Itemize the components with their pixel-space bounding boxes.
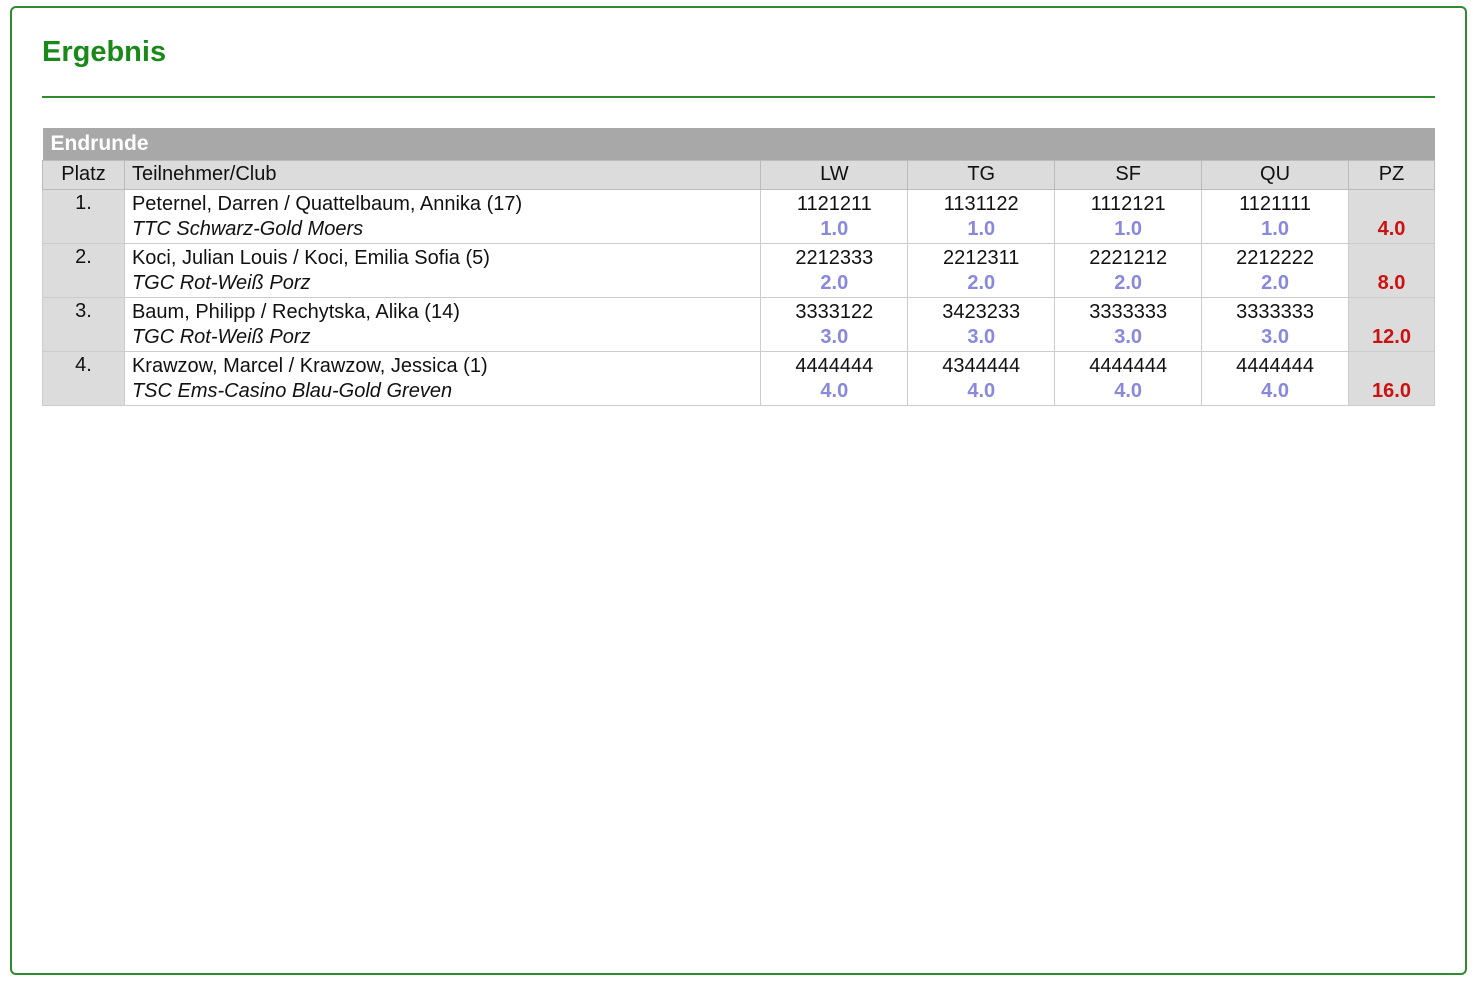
dance-score: 4344444 4.0	[907, 350, 1056, 406]
dance-place: 2.0	[967, 271, 996, 294]
dance-place: 1.0	[820, 217, 849, 240]
col-sf: SF	[1054, 159, 1203, 190]
dance-score: 3333333 3.0	[1201, 296, 1349, 352]
judge-marks: 1121211	[796, 192, 872, 215]
dance-place: 1.0	[1114, 217, 1143, 240]
participant: Baum, Philipp / Rechytska, Alika (14) TGC…	[123, 296, 762, 352]
judge-marks: 2212333	[795, 246, 874, 269]
judge-marks: 3333333	[1089, 300, 1168, 323]
dance-place: 4.0	[820, 379, 849, 402]
total-points: 16.0	[1348, 350, 1435, 406]
participant: Krawzow, Marcel / Krawzow, Jessica (1) TS…	[123, 350, 762, 406]
dance-score: 2212333 2.0	[760, 242, 909, 298]
dance-place: 4.0	[1261, 379, 1289, 402]
col-platz: Platz	[42, 159, 125, 190]
participant: Peternel, Darren / Quattelbaum, Annika (…	[123, 188, 762, 244]
dance-score: 3333122 3.0	[760, 296, 909, 352]
col-qu: QU	[1201, 159, 1349, 190]
col-lw: LW	[760, 159, 909, 190]
dance-score: 2212311 2.0	[907, 242, 1056, 298]
judge-marks: 4444444	[1089, 354, 1168, 377]
dance-score: 4444444 4.0	[1054, 350, 1203, 406]
judge-marks: 4444444	[795, 354, 874, 377]
dance-place: 3.0	[1114, 325, 1143, 348]
round-header: Endrunde	[42, 128, 1435, 160]
dance-score: 4444444 4.0	[760, 350, 909, 406]
couple-name: Koci, Julian Louis / Koci, Emilia Sofia …	[131, 246, 490, 269]
club-name: TGC Rot-Weiß Porz	[131, 271, 311, 294]
dance-score: 1121211 1.0	[760, 188, 909, 244]
dance-score: 3423233 3.0	[907, 296, 1056, 352]
place: 4.	[42, 350, 125, 406]
place: 3.	[42, 296, 125, 352]
dance-score: 1131122 1.0	[907, 188, 1056, 244]
dance-score: 1112121 1.0	[1054, 188, 1203, 244]
column-headers: Platz Teilnehmer/Club LW TG SF QU PZ	[42, 159, 1435, 190]
place: 2.	[42, 242, 125, 298]
dance-score: 3333333 3.0	[1054, 296, 1203, 352]
total-points: 4.0	[1348, 188, 1435, 244]
col-pz: PZ	[1348, 159, 1435, 190]
judge-marks: 3333333	[1236, 300, 1314, 323]
couple-name: Peternel, Darren / Quattelbaum, Annika (…	[131, 192, 523, 215]
judge-marks: 4344444	[942, 354, 1021, 377]
dance-place: 2.0	[1114, 271, 1143, 294]
dance-place: 1.0	[1261, 217, 1289, 240]
dance-place: 3.0	[820, 325, 849, 348]
club-name: TGC Rot-Weiß Porz	[131, 325, 311, 348]
dance-place: 2.0	[820, 271, 849, 294]
club-name: TSC Ems-Casino Blau-Gold Greven	[131, 379, 453, 402]
judge-marks: 4444444	[1236, 354, 1314, 377]
dance-place: 3.0	[1261, 325, 1289, 348]
title-divider	[42, 96, 1435, 98]
dance-score: 4444444 4.0	[1201, 350, 1349, 406]
dance-place: 2.0	[1261, 271, 1289, 294]
table-row: 1. Peternel, Darren / Quattelbaum, Annik…	[42, 188, 1435, 244]
col-tg: TG	[907, 159, 1056, 190]
judge-marks: 2221212	[1089, 246, 1168, 269]
judge-marks: 3333122	[795, 300, 874, 323]
club-name: TTC Schwarz-Gold Moers	[131, 217, 364, 240]
dance-score: 2212222 2.0	[1201, 242, 1349, 298]
col-teilnehmer: Teilnehmer/Club	[123, 159, 762, 190]
dance-score: 1121111 1.0	[1201, 188, 1349, 244]
total-points: 12.0	[1348, 296, 1435, 352]
results-table: Endrunde Platz Teilnehmer/Club LW TG SF …	[42, 128, 1435, 406]
total-points: 8.0	[1348, 242, 1435, 298]
table-row: 2. Koci, Julian Louis / Koci, Emilia Sof…	[42, 242, 1435, 298]
participant: Koci, Julian Louis / Koci, Emilia Sofia …	[123, 242, 762, 298]
judge-marks: 3423233	[942, 300, 1021, 323]
judge-marks: 2212222	[1236, 246, 1314, 269]
dance-score: 2221212 2.0	[1054, 242, 1203, 298]
result-panel	[10, 6, 1467, 975]
table-row: 4. Krawzow, Marcel / Krawzow, Jessica (1…	[42, 350, 1435, 406]
dance-place: 3.0	[967, 325, 996, 348]
dance-place: 1.0	[967, 217, 996, 240]
judge-marks: 2212311	[943, 246, 1020, 269]
judge-marks: 1112121	[1090, 192, 1166, 215]
place: 1.	[42, 188, 125, 244]
page-title: Ergebnis	[42, 36, 167, 68]
table-row: 3. Baum, Philipp / Rechytska, Alika (14)…	[42, 296, 1435, 352]
dance-place: 4.0	[1114, 379, 1143, 402]
judge-marks: 1131122	[943, 192, 1019, 215]
couple-name: Baum, Philipp / Rechytska, Alika (14)	[131, 300, 460, 323]
couple-name: Krawzow, Marcel / Krawzow, Jessica (1)	[131, 354, 488, 377]
judge-marks: 1121111	[1239, 192, 1312, 215]
dance-place: 4.0	[967, 379, 996, 402]
